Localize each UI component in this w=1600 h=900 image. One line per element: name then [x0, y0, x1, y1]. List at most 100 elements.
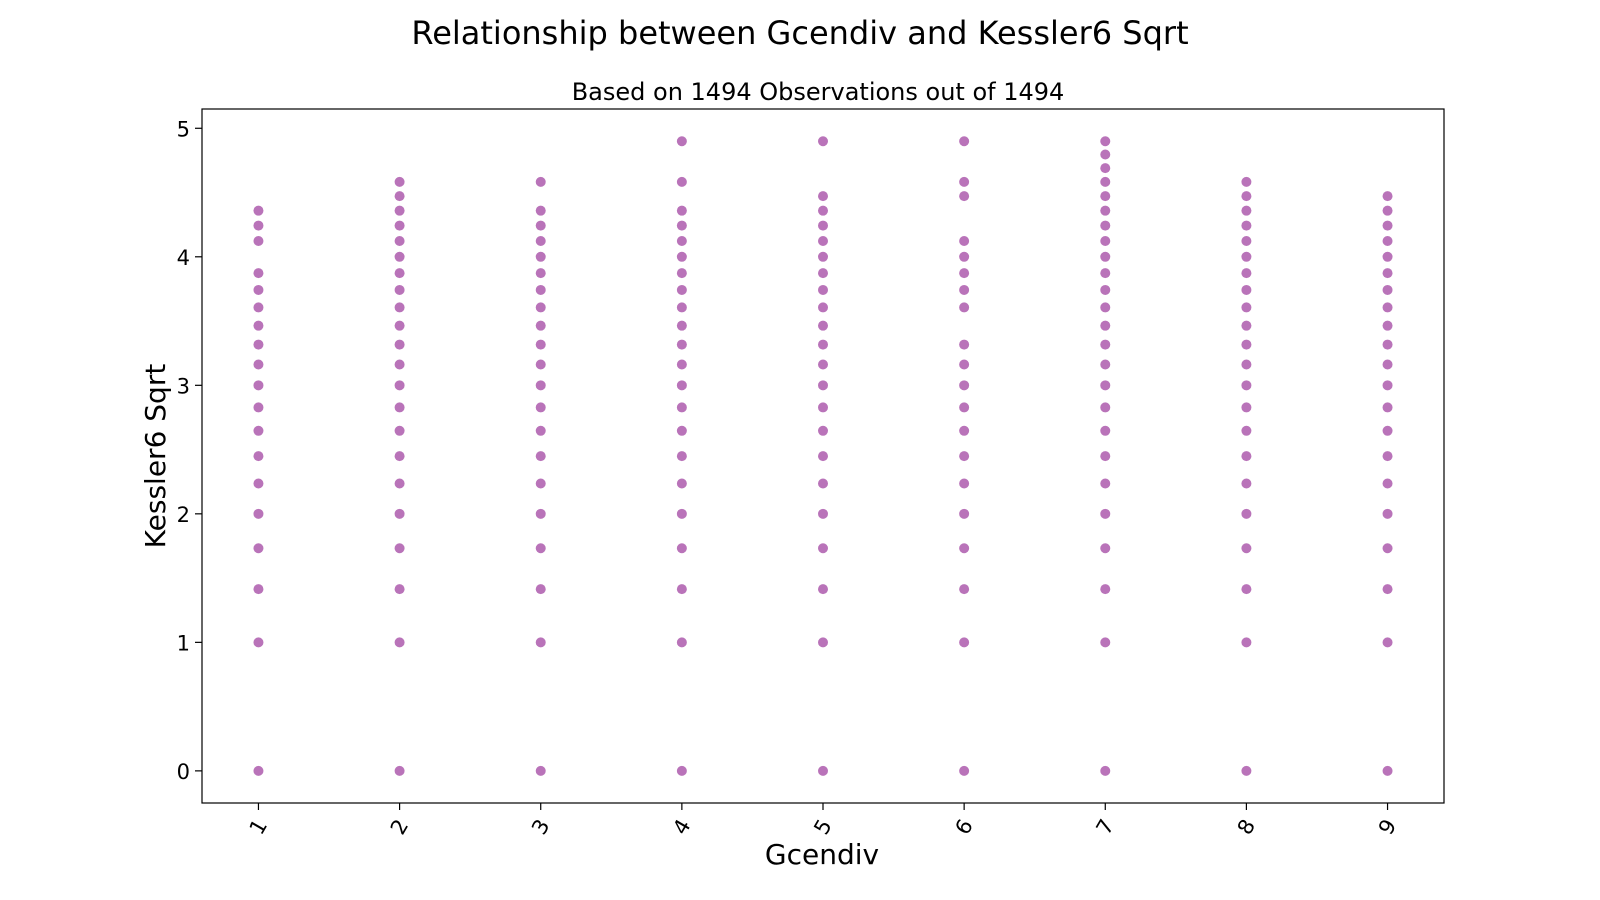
data-point	[535, 637, 546, 648]
data-point	[535, 235, 546, 246]
data-point	[676, 220, 687, 231]
data-point	[394, 251, 405, 262]
y-tick-label: 2	[177, 503, 190, 527]
data-point	[535, 425, 546, 436]
data-point	[253, 339, 264, 350]
data-point	[1241, 320, 1252, 331]
data-point	[394, 543, 405, 554]
data-point	[535, 543, 546, 554]
y-tick-label: 5	[177, 117, 190, 141]
x-tick-label: 4	[668, 815, 695, 839]
data-point	[1100, 302, 1111, 313]
data-point	[959, 451, 970, 462]
data-point	[1382, 251, 1393, 262]
data-point	[535, 320, 546, 331]
x-axis: 1 2 3 4 5 6 7 8 9	[245, 803, 1401, 839]
data-point	[394, 235, 405, 246]
data-point	[1241, 359, 1252, 370]
data-point	[959, 176, 970, 187]
data-point	[959, 268, 970, 279]
y-tick-label: 1	[177, 631, 190, 655]
data-point	[676, 765, 687, 776]
data-point	[1100, 220, 1111, 231]
data-point	[394, 508, 405, 519]
data-point	[818, 637, 828, 648]
data-point	[959, 359, 970, 370]
data-point	[1100, 205, 1111, 216]
data-point	[818, 235, 828, 246]
data-point	[394, 205, 405, 216]
data-point	[1100, 251, 1111, 262]
data-point	[253, 425, 264, 436]
data-point	[535, 302, 546, 313]
data-point	[1100, 765, 1111, 776]
y-tick-label: 0	[177, 760, 190, 784]
y-axis: 0 1 2 3 4 5	[177, 117, 202, 784]
data-point	[394, 451, 405, 462]
data-point	[676, 425, 687, 436]
data-point	[1382, 425, 1393, 436]
data-point	[1382, 268, 1393, 279]
data-point	[1382, 380, 1393, 391]
data-point	[818, 543, 828, 554]
data-point	[959, 425, 970, 436]
points-layer	[253, 136, 1393, 776]
data-point	[1100, 191, 1111, 202]
data-point	[394, 220, 405, 231]
data-point	[1100, 478, 1111, 489]
data-point	[959, 251, 970, 262]
data-point	[818, 402, 828, 413]
data-point	[253, 584, 264, 595]
data-point	[535, 220, 546, 231]
data-point	[676, 478, 687, 489]
data-point	[1382, 359, 1393, 370]
data-point	[1241, 251, 1252, 262]
data-point	[676, 359, 687, 370]
data-point	[535, 176, 546, 187]
data-point	[253, 320, 264, 331]
data-point	[1241, 402, 1252, 413]
data-point	[394, 402, 405, 413]
data-point	[1100, 149, 1111, 160]
y-axis-label: Kessler6 Sqrt	[139, 364, 172, 549]
data-point	[959, 380, 970, 391]
data-point	[959, 508, 970, 519]
data-point	[253, 402, 264, 413]
data-point	[1100, 584, 1111, 595]
x-tick-label: 6	[950, 815, 977, 839]
data-point	[1382, 205, 1393, 216]
data-point	[818, 584, 828, 595]
data-point	[394, 176, 405, 187]
data-point	[253, 268, 264, 279]
data-point	[1241, 339, 1252, 350]
data-point	[818, 220, 828, 231]
data-point	[676, 251, 687, 262]
data-point	[394, 191, 405, 202]
data-point	[959, 191, 970, 202]
data-point	[959, 339, 970, 350]
data-point	[676, 339, 687, 350]
data-point	[1382, 451, 1393, 462]
data-point	[535, 205, 546, 216]
x-axis-label: Gcendiv	[765, 838, 879, 871]
data-point	[253, 478, 264, 489]
data-point	[253, 543, 264, 554]
x-tick-label: 1	[245, 815, 272, 839]
x-tick-label: 2	[386, 815, 413, 839]
data-point	[818, 302, 828, 313]
y-tick-label: 3	[177, 374, 190, 398]
data-point	[818, 191, 828, 202]
data-point	[676, 136, 687, 147]
data-point	[1382, 320, 1393, 331]
data-point	[1100, 380, 1111, 391]
data-point	[959, 478, 970, 489]
chart-title: Relationship between Gcendiv and Kessler…	[411, 14, 1188, 52]
x-tick-label: 3	[527, 815, 554, 839]
data-point	[1241, 220, 1252, 231]
data-point	[818, 508, 828, 519]
data-point	[394, 380, 405, 391]
data-point	[818, 339, 828, 350]
data-point	[1382, 543, 1393, 554]
data-point	[1241, 176, 1252, 187]
data-point	[1382, 584, 1393, 595]
